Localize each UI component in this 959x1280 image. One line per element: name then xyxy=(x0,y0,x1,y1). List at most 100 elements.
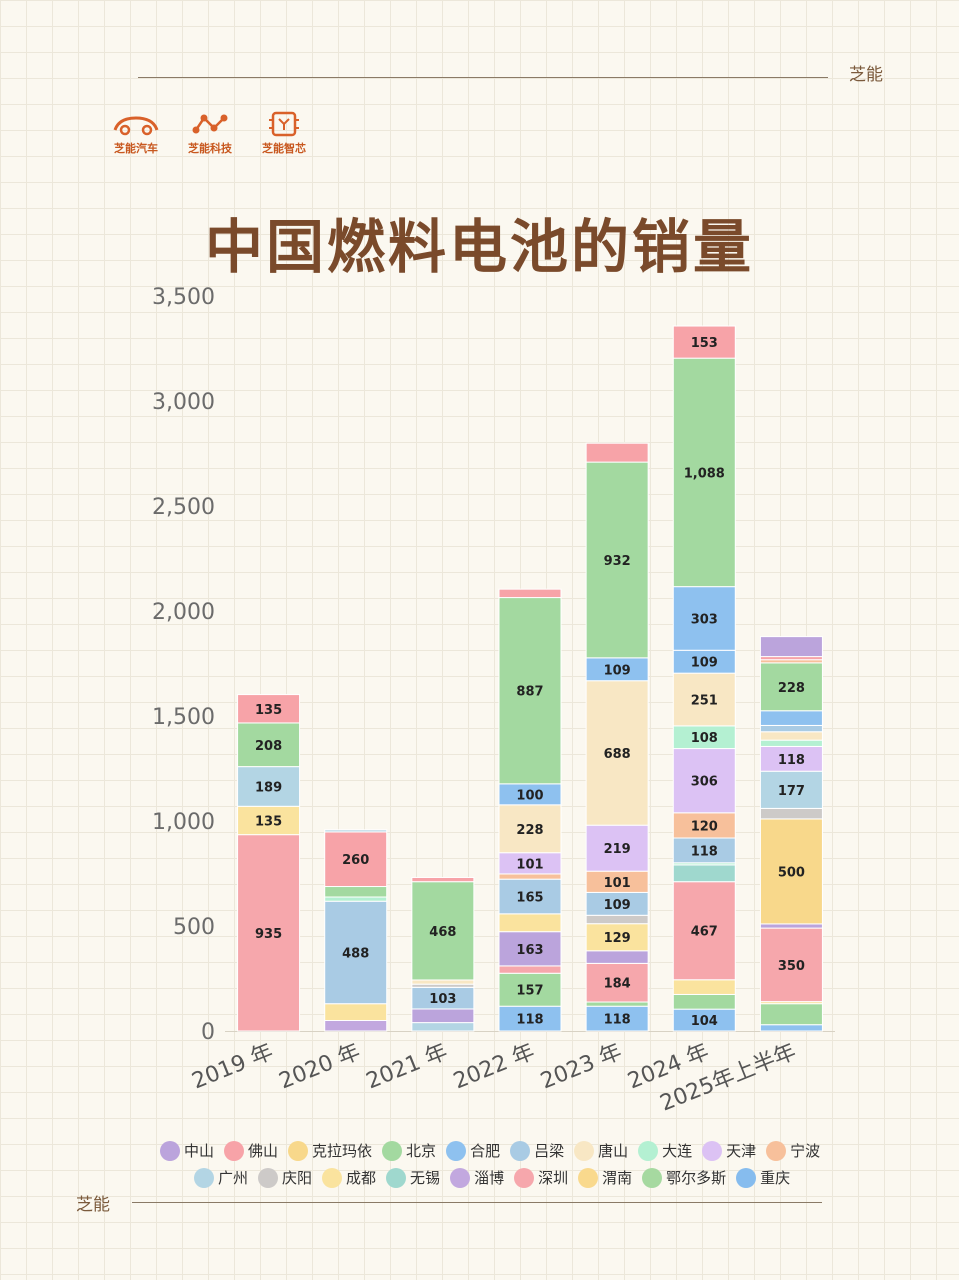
legend-item[interactable]: 天津 xyxy=(702,1140,756,1161)
bar-data-label: 251 xyxy=(691,694,718,709)
y-tick-label: 1,500 xyxy=(152,705,215,730)
bar-segment xyxy=(672,325,736,359)
legend-label: 克拉玛依 xyxy=(312,1142,373,1160)
legend-swatch xyxy=(514,1167,535,1188)
legend-item[interactable]: 无锡 xyxy=(386,1167,440,1188)
legend-item[interactable]: 淄博 xyxy=(450,1167,504,1188)
bar-data-label: 153 xyxy=(691,336,718,351)
bar-data-label: 184 xyxy=(604,977,631,992)
bar-segment xyxy=(237,834,301,1032)
bar-data-label: 887 xyxy=(516,685,543,700)
chip-icon xyxy=(269,111,299,137)
bar-segment xyxy=(672,357,736,588)
bar-segment xyxy=(411,876,475,883)
bar-data-label: 260 xyxy=(342,853,369,868)
bar-data-label: 118 xyxy=(691,844,718,859)
bar-segment xyxy=(324,831,388,888)
legend-item[interactable]: 广州 xyxy=(194,1167,248,1188)
bar-data-label: 219 xyxy=(604,842,631,857)
y-tick-label: 3,500 xyxy=(152,285,215,310)
logo-car-label: 芝能汽车 xyxy=(114,142,158,155)
bar-segment xyxy=(498,597,562,785)
legend-item[interactable]: 克拉玛依 xyxy=(288,1140,372,1161)
bar-data-label: 101 xyxy=(604,876,631,891)
bar-segment xyxy=(585,1001,649,1007)
x-tick-label: 2020 年 xyxy=(276,1039,364,1094)
legend-label: 合肥 xyxy=(470,1142,501,1160)
legend-item[interactable]: 深圳 xyxy=(514,1167,568,1188)
legend-swatch xyxy=(386,1167,407,1188)
legend-item[interactable]: 唐山 xyxy=(574,1140,628,1161)
bar-segment xyxy=(411,1022,475,1032)
bar-segment xyxy=(498,873,562,880)
legend-item[interactable]: 大连 xyxy=(638,1140,692,1161)
bar-segment xyxy=(585,914,649,925)
bar-segment xyxy=(324,896,388,902)
bar-segment xyxy=(672,864,736,883)
bar-data-label: 165 xyxy=(516,890,543,905)
legend-item[interactable]: 吕梁 xyxy=(510,1140,564,1161)
bar-segment xyxy=(759,710,823,726)
legend-item[interactable]: 成都 xyxy=(322,1167,376,1188)
legend-item[interactable]: 北京 xyxy=(382,1140,436,1161)
legend-swatch xyxy=(638,1140,659,1161)
bar-segment xyxy=(759,807,823,820)
legend-item[interactable]: 鄂尔多斯 xyxy=(642,1167,726,1188)
bar-data-label: 932 xyxy=(604,554,631,569)
legend-label: 广州 xyxy=(218,1169,249,1187)
legend-label: 成都 xyxy=(346,1169,377,1187)
legend-swatch xyxy=(382,1140,403,1161)
legend-item[interactable]: 中山 xyxy=(160,1140,214,1161)
legend-swatch xyxy=(574,1140,595,1161)
bar-segment xyxy=(498,804,562,854)
legend-swatch xyxy=(766,1140,787,1161)
bar-segment xyxy=(498,972,562,1007)
bar-data-label: 163 xyxy=(516,943,543,958)
bar-data-label: 303 xyxy=(691,612,718,627)
legend-item[interactable]: 合肥 xyxy=(446,1140,500,1161)
legend-item[interactable]: 渭南 xyxy=(578,1167,632,1188)
bar-data-label: 500 xyxy=(778,865,805,880)
bar-data-label: 688 xyxy=(604,747,631,762)
bar-data-label: 118 xyxy=(604,1013,631,1028)
bar-segment xyxy=(759,662,823,712)
legend-label: 佛山 xyxy=(248,1142,279,1160)
x-tick-label: 2023 年 xyxy=(537,1039,625,1094)
bar-segment xyxy=(672,837,736,864)
bar-data-label: 129 xyxy=(604,931,631,946)
bar-data-label: 108 xyxy=(691,731,718,746)
bar-data-label: 157 xyxy=(516,984,543,999)
bar-segment xyxy=(498,1005,562,1032)
bar-segment xyxy=(585,1005,649,1032)
legend-item[interactable]: 重庆 xyxy=(736,1167,790,1188)
legend-label: 渭南 xyxy=(602,1169,633,1187)
legend-label: 无锡 xyxy=(410,1169,441,1187)
legend-label: 深圳 xyxy=(538,1169,569,1187)
chart-legend: 中山 佛山 克拉玛依 北京 合肥 吕梁 唐山 大连 天津 宁波 广州 庆阳 成都 无锡 淄博 深圳 渭南 鄂尔多… xyxy=(160,1140,840,1194)
legend-swatch xyxy=(194,1167,214,1188)
x-tick-label: 2019 年 xyxy=(189,1039,277,1094)
bar-data-label: 118 xyxy=(778,753,805,768)
legend-label: 鄂尔多斯 xyxy=(666,1169,727,1187)
bottom-divider xyxy=(132,1202,822,1203)
legend-item[interactable]: 宁波 xyxy=(766,1140,820,1161)
y-tick-label: 2,000 xyxy=(152,600,215,625)
bar-segment xyxy=(759,1024,823,1032)
bar-segment xyxy=(498,965,562,974)
bar-data-label: 1,088 xyxy=(684,466,725,481)
bar-data-label: 109 xyxy=(604,898,631,913)
legend-label: 北京 xyxy=(406,1142,437,1160)
logo-tech: 芝能科技 xyxy=(178,110,242,156)
bar-data-label: 306 xyxy=(691,775,718,790)
legend-label: 中山 xyxy=(184,1142,215,1160)
bar-data-label: 103 xyxy=(429,992,456,1007)
legend-item[interactable]: 庆阳 xyxy=(258,1167,312,1188)
bar-data-label: 935 xyxy=(255,927,282,942)
bar-data-label: 467 xyxy=(691,925,718,940)
bar-data-label: 208 xyxy=(255,739,282,754)
legend-item[interactable]: 佛山 xyxy=(224,1140,278,1161)
bar-data-label: 468 xyxy=(429,925,456,940)
bar-segment xyxy=(759,731,823,741)
legend-swatch xyxy=(322,1167,343,1188)
top-brand-label: 芝能 xyxy=(849,65,883,85)
